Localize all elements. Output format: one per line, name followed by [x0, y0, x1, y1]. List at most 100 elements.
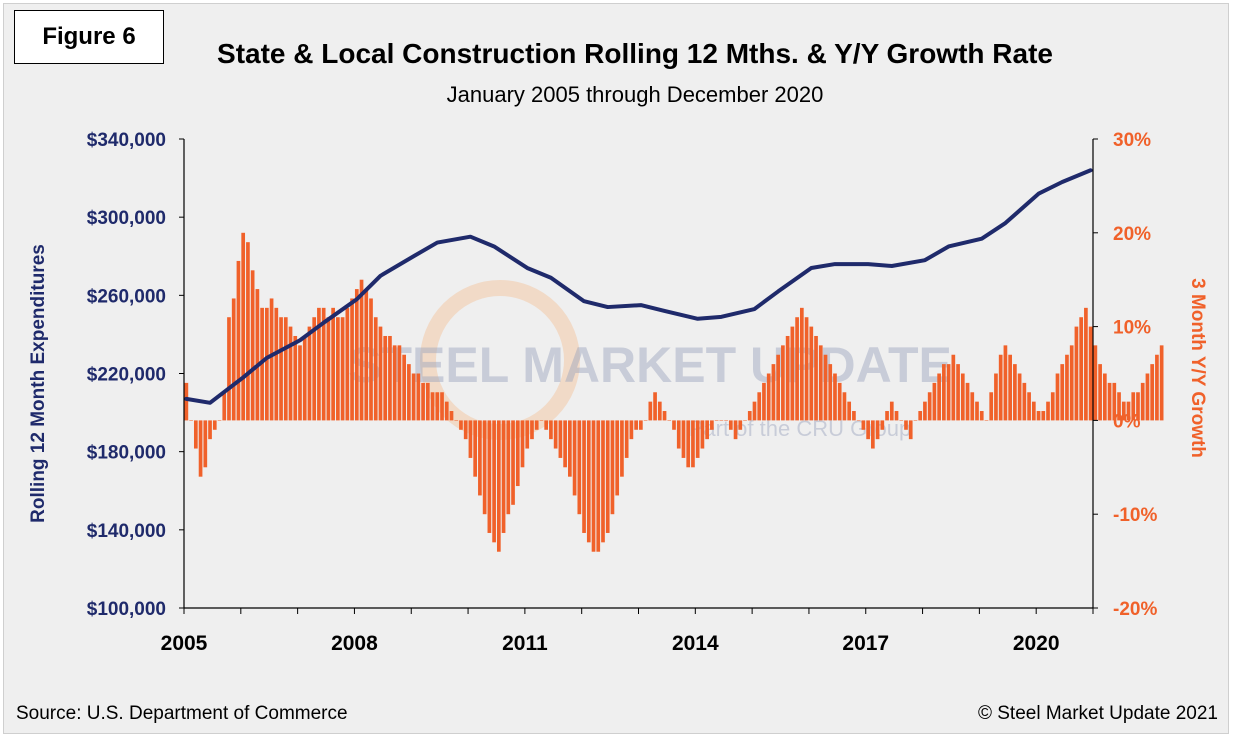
growth-bar: [904, 420, 908, 430]
growth-bar: [572, 420, 577, 496]
growth-bar: [1022, 382, 1027, 421]
left-tick-label: $100,000: [87, 599, 166, 620]
growth-bar: [440, 392, 444, 421]
growth-bar: [269, 298, 274, 421]
growth-bar: [610, 420, 615, 515]
growth-bar: [203, 420, 208, 468]
growth-bar: [539, 420, 544, 421]
growth-bar: [686, 420, 691, 468]
growth-bar: [317, 307, 321, 421]
growth-bar: [411, 373, 416, 421]
growth-bar: [932, 382, 937, 421]
growth-bar: [738, 420, 743, 430]
figure-label: Figure 6: [14, 10, 164, 64]
growth-bar: [984, 420, 989, 421]
growth-bar: [568, 420, 572, 477]
growth-bar: [577, 420, 582, 515]
growth-bar: [496, 420, 501, 552]
growth-bar: [979, 411, 984, 421]
growth-bar: [515, 420, 520, 487]
x-tick-label: 2008: [331, 632, 378, 655]
growth-bar: [975, 401, 979, 421]
growth-bar: [799, 307, 804, 421]
growth-bar: [544, 420, 549, 430]
growth-bar: [1031, 401, 1036, 421]
growth-bar: [871, 420, 875, 449]
growth-bar: [293, 335, 298, 421]
growth-bar: [312, 317, 317, 421]
growth-bar: [691, 420, 695, 468]
growth-bar: [1131, 392, 1136, 421]
growth-bar: [193, 420, 198, 449]
chart-subtitle: January 2005 through December 2020: [446, 82, 824, 107]
growth-bar: [714, 420, 719, 421]
growth-bar: [899, 420, 904, 421]
growth-bar: [208, 420, 212, 440]
expenditure-line-layer: [184, 168, 1093, 405]
growth-bar: [643, 420, 648, 421]
growth-bar: [198, 420, 203, 477]
growth-bar: [1150, 364, 1155, 421]
growth-bar: [889, 401, 894, 421]
growth-bar: [1069, 345, 1074, 421]
left-tick-label: $140,000: [87, 521, 166, 542]
growth-bar: [231, 298, 236, 421]
growth-bar: [378, 326, 383, 421]
growth-bar: [1084, 307, 1088, 421]
axes: [179, 138, 1098, 614]
right-tick-label: 30%: [1113, 130, 1151, 151]
right-axis-title: 3 Month Y/Y Growth: [1187, 278, 1208, 458]
growth-bar: [530, 420, 534, 440]
growth-bar: [1159, 345, 1164, 421]
growth-bar: [1145, 373, 1150, 421]
growth-bar: [1098, 364, 1102, 421]
growth-bar: [781, 345, 785, 421]
growth-bar: [695, 420, 700, 458]
growth-bar: [373, 317, 378, 421]
growth-bar: [302, 335, 307, 421]
right-tick-label: 20%: [1113, 224, 1151, 245]
growth-bar: [250, 270, 255, 421]
growth-bar: [1102, 373, 1107, 421]
growth-bar: [501, 420, 506, 533]
growth-bar: [861, 420, 866, 430]
left-tick-label: $300,000: [87, 208, 166, 229]
growth-bar: [1121, 401, 1126, 421]
growth-bar: [998, 354, 1003, 421]
growth-bar: [629, 420, 634, 440]
growth-bar: [425, 382, 430, 421]
growth-bar: [350, 298, 354, 421]
growth-bar: [814, 335, 818, 421]
growth-bar: [364, 289, 369, 421]
growth-bar: [520, 420, 525, 468]
growth-bar: [459, 420, 463, 430]
growth-bar: [241, 232, 246, 421]
growth-bar: [430, 392, 435, 421]
growth-bar: [184, 382, 189, 421]
growth-bar: [1065, 354, 1069, 421]
growth-bar: [1060, 364, 1065, 421]
growth-bar: [667, 420, 672, 421]
growth-bar: [605, 420, 610, 533]
growth-bar: [449, 411, 454, 421]
growth-bar: [454, 420, 459, 421]
growth-bar: [331, 307, 335, 421]
growth-bar: [700, 420, 705, 449]
x-tick-label: 2005: [161, 632, 208, 655]
growth-bar: [586, 420, 591, 543]
growth-bar: [402, 354, 406, 421]
growth-bar: [728, 420, 733, 430]
growth-bar: [1036, 411, 1041, 421]
growth-bar: [818, 345, 823, 421]
growth-bar: [506, 420, 511, 515]
left-tick-label: $220,000: [87, 365, 166, 386]
growth-bar: [634, 420, 638, 430]
growth-bar: [1046, 401, 1050, 421]
growth-bar: [321, 307, 326, 421]
growth-bar: [383, 335, 388, 421]
growth-bar: [648, 401, 653, 421]
axis-labels: $100,000 $140,000 $180,000 $220,000 $260,000…: [28, 130, 1208, 655]
growth-bar: [558, 420, 563, 458]
left-tick-label: $180,000: [87, 443, 166, 464]
growth-bar: [804, 317, 809, 421]
